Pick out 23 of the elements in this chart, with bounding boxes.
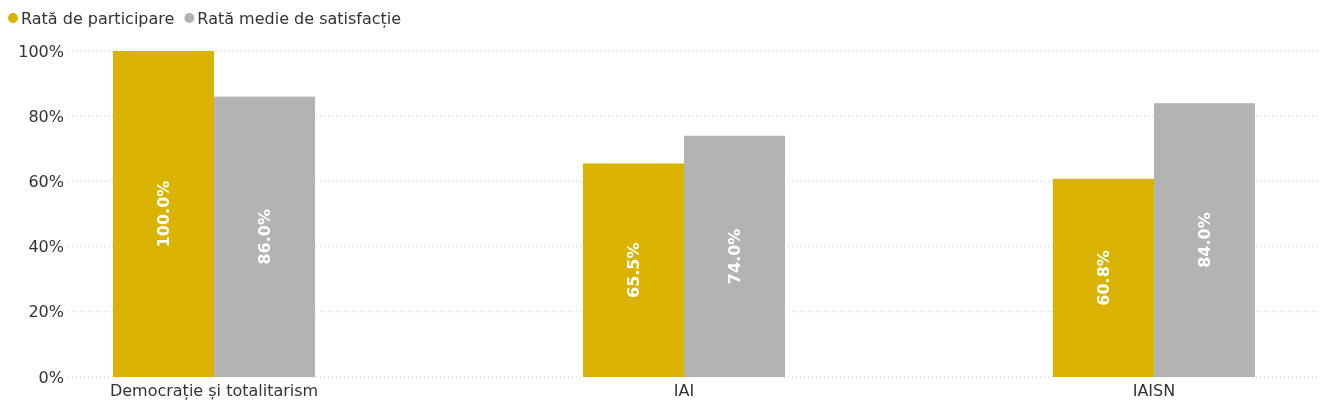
bar [1153,103,1255,377]
bar [214,96,316,377]
x-tick-label: IAI [673,381,695,401]
legend-label: Rată de participare [21,8,175,28]
data-label: 84.0% [1195,212,1215,268]
bar [113,51,215,377]
data-label: 74.0% [725,228,745,285]
y-tick-label: 80% [28,106,64,126]
y-tick-label: 0% [38,367,64,387]
y-tick-label: 20% [28,302,64,322]
data-label: 65.5% [624,242,644,298]
bar [684,135,786,377]
bar [1052,178,1154,377]
x-tick-label: Democrație și totalitarism [109,381,319,401]
legend-label: Rată medie de satisfacție [197,8,402,28]
data-label: 86.0% [255,209,275,265]
data-label: 100.0% [154,180,174,248]
y-tick-label: 100% [18,41,64,61]
x-tick-label: IAISN [1132,381,1176,401]
data-label: 60.8% [1094,250,1114,306]
y-tick-label: 40% [28,237,64,257]
y-tick-label: 60% [28,172,64,192]
bar [582,163,684,377]
